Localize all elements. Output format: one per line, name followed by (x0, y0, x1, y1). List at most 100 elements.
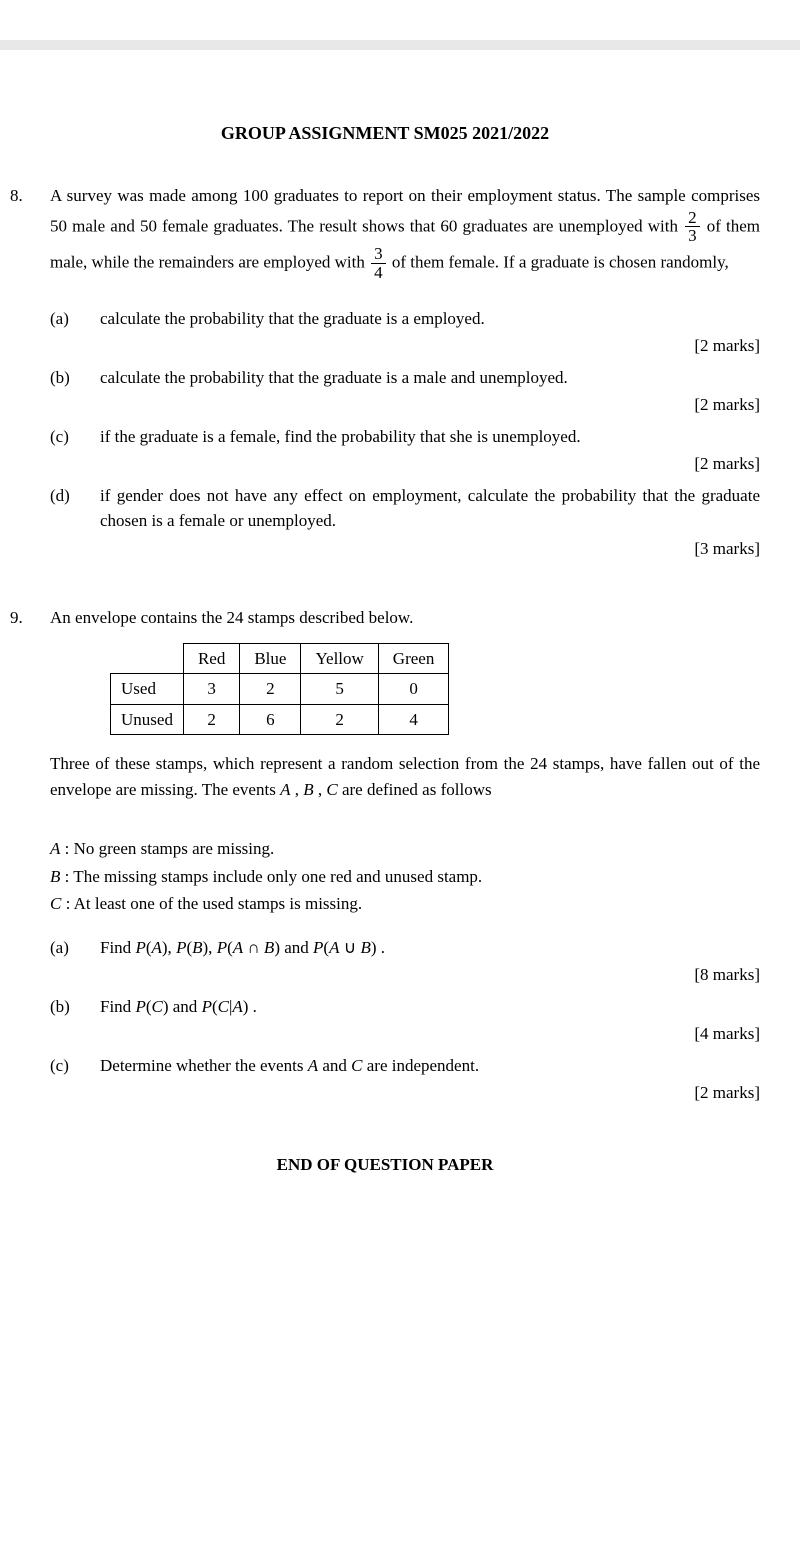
var-c: C (50, 894, 61, 913)
var-b: B (192, 938, 202, 957)
event-b: B : The missing stamps include only one … (50, 864, 760, 890)
q9a-text-2: and (280, 938, 313, 957)
q9c-text-3: are independent. (362, 1056, 479, 1075)
fraction-2-3: 23 (685, 209, 700, 246)
document-title: GROUP ASSIGNMENT SM025 2021/2022 (10, 120, 760, 147)
math-expr: P (202, 997, 212, 1016)
top-toolbar (0, 0, 800, 50)
stamps-table: Red Blue Yellow Green Used 3 2 5 0 Unuse… (110, 643, 449, 736)
marks-label: [2 marks] (50, 1080, 760, 1106)
table-header-row: Red Blue Yellow Green (111, 643, 449, 674)
table-cell: 0 (378, 674, 449, 705)
document-page: GROUP ASSIGNMENT SM025 2021/2022 8. A su… (0, 50, 800, 1554)
q9c-text-1: Determine whether the events (100, 1056, 308, 1075)
table-row: Used 3 2 5 0 (111, 674, 449, 705)
q8-intro-text-3: of them female. If a graduate is chosen … (388, 252, 729, 271)
question-number-9: 9. (10, 605, 50, 1112)
var-c: C (218, 997, 229, 1016)
part-label: (a) (50, 935, 100, 961)
q9c-text-2: and (318, 1056, 351, 1075)
part-label: (a) (50, 306, 100, 332)
events-definitions: A : No green stamps are missing. B : The… (50, 836, 760, 917)
math-expr: P (217, 938, 227, 957)
table-row: Unused 2 6 2 4 (111, 704, 449, 735)
table-cell: 2 (240, 674, 301, 705)
marks-label: [4 marks] (50, 1021, 760, 1047)
var-c: C (152, 997, 163, 1016)
table-cell: 2 (183, 704, 239, 735)
math-expr: P (313, 938, 323, 957)
q8-part-a: (a) calculate the probability that the g… (50, 306, 760, 332)
marks-label: [2 marks] (50, 451, 760, 477)
q8-part-b: (b) calculate the probability that the g… (50, 365, 760, 391)
question-9-body: An envelope contains the 24 stamps descr… (50, 605, 760, 1112)
part-label: (c) (50, 424, 100, 450)
table-cell: 6 (240, 704, 301, 735)
q9-part-a: (a) Find P(A), P(B), P(A ∩ B) and P(A ∪ … (50, 935, 760, 961)
math-expr: P (135, 938, 145, 957)
q8-intro-text-1: A survey was made among 100 graduates to… (50, 186, 760, 235)
question-9: 9. An envelope contains the 24 stamps de… (10, 605, 760, 1112)
part-text: Determine whether the events A and C are… (100, 1053, 760, 1079)
q8-part-c: (c) if the graduate is a female, find th… (50, 424, 760, 450)
q9-after-table-text-2: are defined as follows (338, 780, 492, 799)
table-row-label: Used (111, 674, 184, 705)
part-label: (b) (50, 994, 100, 1020)
frac-den: 4 (371, 264, 386, 282)
part-label: (d) (50, 483, 100, 534)
table-header-cell: Blue (240, 643, 301, 674)
var-a: A (329, 938, 339, 957)
fraction-3-4: 34 (371, 245, 386, 282)
event-c: C : At least one of the used stamps is m… (50, 891, 760, 917)
table-cell: 3 (183, 674, 239, 705)
q8-part-d: (d) if gender does not have any effect o… (50, 483, 760, 534)
var-a: A (50, 839, 60, 858)
marks-label: [8 marks] (50, 962, 760, 988)
marks-label: [2 marks] (50, 392, 760, 418)
var-b: B (50, 867, 60, 886)
question-8: 8. A survey was made among 100 graduates… (10, 183, 760, 567)
frac-num: 3 (371, 245, 386, 264)
var-c: C (326, 780, 337, 799)
var-b: B (303, 780, 313, 799)
part-text: if gender does not have any effect on em… (100, 483, 760, 534)
q9b-text-1: Find (100, 997, 135, 1016)
end-of-paper: END OF QUESTION PAPER (10, 1152, 760, 1178)
var-a: A (232, 997, 242, 1016)
table-cell: 2 (301, 704, 378, 735)
q9b-text-2: and (169, 997, 202, 1016)
table-cell: 5 (301, 674, 378, 705)
question-8-body: A survey was made among 100 graduates to… (50, 183, 760, 567)
q9a-text-1: Find (100, 938, 135, 957)
var-a: A (233, 938, 243, 957)
var-c: C (351, 1056, 362, 1075)
event-c-text: : At least one of the used stamps is mis… (61, 894, 362, 913)
part-text: Find P(A), P(B), P(A ∩ B) and P(A ∪ B) . (100, 935, 760, 961)
question-number-8: 8. (10, 183, 50, 567)
var-a: A (308, 1056, 318, 1075)
q9-part-c: (c) Determine whether the events A and C… (50, 1053, 760, 1079)
var-b: B (264, 938, 274, 957)
event-a-text: : No green stamps are missing. (60, 839, 274, 858)
part-text: calculate the probability that the gradu… (100, 365, 760, 391)
frac-num: 2 (685, 209, 700, 228)
q8-intro: A survey was made among 100 graduates to… (50, 183, 760, 282)
q9-after-table: Three of these stamps, which represent a… (50, 751, 760, 802)
var-a: A (280, 780, 290, 799)
table-row-label: Unused (111, 704, 184, 735)
part-label: (b) (50, 365, 100, 391)
var-b: B (360, 938, 370, 957)
frac-den: 3 (685, 227, 700, 245)
q9-intro: An envelope contains the 24 stamps descr… (50, 605, 760, 631)
math-expr: P (135, 997, 145, 1016)
table-header-cell: Red (183, 643, 239, 674)
marks-label: [3 marks] (50, 536, 760, 562)
table-cell: 4 (378, 704, 449, 735)
part-text: calculate the probability that the gradu… (100, 306, 760, 332)
table-header-cell: Green (378, 643, 449, 674)
var-a: A (152, 938, 162, 957)
event-b-text: : The missing stamps include only one re… (60, 867, 482, 886)
marks-label: [2 marks] (50, 333, 760, 359)
table-corner-cell (111, 643, 184, 674)
table-header-cell: Yellow (301, 643, 378, 674)
